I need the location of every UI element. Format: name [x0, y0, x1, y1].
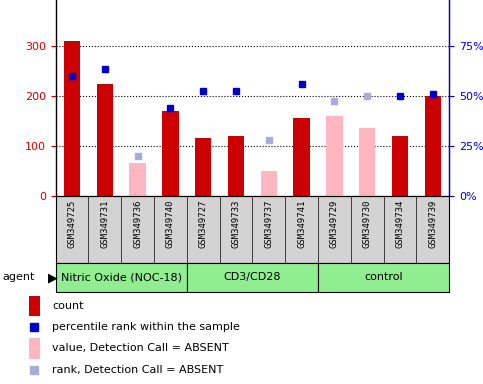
Text: value, Detection Call = ABSENT: value, Detection Call = ABSENT: [52, 343, 229, 354]
Bar: [56, 263, 187, 292]
Text: GSM349731: GSM349731: [100, 199, 109, 248]
Text: GSM349739: GSM349739: [428, 199, 437, 248]
Text: ▶: ▶: [48, 271, 58, 284]
Text: percentile rank within the sample: percentile rank within the sample: [52, 322, 240, 333]
Bar: [64, 41, 80, 196]
Text: rank, Detection Call = ABSENT: rank, Detection Call = ABSENT: [52, 364, 224, 375]
Text: control: control: [364, 272, 403, 283]
Bar: [28, 338, 41, 359]
Text: GSM349734: GSM349734: [396, 199, 404, 248]
Text: GSM349730: GSM349730: [363, 199, 372, 248]
Bar: [187, 263, 318, 292]
Text: GSM349733: GSM349733: [231, 199, 241, 248]
Text: Nitric Oxide (NOC-18): Nitric Oxide (NOC-18): [61, 272, 182, 283]
Bar: [318, 263, 449, 292]
Text: GSM349725: GSM349725: [68, 199, 76, 248]
Text: GSM349727: GSM349727: [199, 199, 208, 248]
Bar: [359, 128, 375, 196]
Bar: [129, 164, 146, 196]
Bar: [293, 118, 310, 196]
Bar: [260, 171, 277, 196]
Text: GSM349740: GSM349740: [166, 199, 175, 248]
Text: GSM349729: GSM349729: [330, 199, 339, 248]
Text: GSM349737: GSM349737: [264, 199, 273, 248]
Bar: [162, 111, 179, 196]
Bar: [326, 116, 342, 196]
Bar: [195, 139, 212, 196]
Text: GSM349741: GSM349741: [297, 199, 306, 248]
Text: count: count: [52, 301, 84, 311]
Text: GSM349736: GSM349736: [133, 199, 142, 248]
Bar: [392, 136, 408, 196]
Bar: [28, 296, 41, 316]
Text: CD3/CD28: CD3/CD28: [224, 272, 281, 283]
Bar: [228, 136, 244, 196]
Bar: [425, 96, 441, 196]
Bar: [97, 84, 113, 196]
Text: agent: agent: [2, 272, 35, 283]
